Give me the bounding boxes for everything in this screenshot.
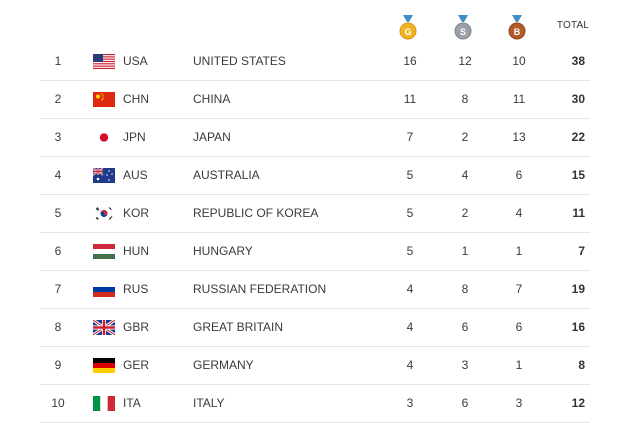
bronze-count: 13 — [512, 130, 526, 144]
rank-cell: 4 — [54, 168, 62, 182]
uk-flag-icon — [92, 318, 116, 337]
rank-cell: 3 — [54, 130, 62, 144]
total-count: 22 — [571, 130, 585, 144]
silver-count: 3 — [461, 358, 469, 372]
rank-cell: 2 — [54, 92, 62, 106]
gold-letter: G — [404, 27, 411, 37]
bronze-medal-icon: B — [506, 15, 528, 41]
silver-letter: S — [460, 27, 466, 37]
country-name: ITALY — [193, 396, 225, 410]
silver-medal-icon: S — [452, 15, 474, 41]
country-name: UNITED STATES — [193, 54, 286, 68]
silver-count: 2 — [461, 130, 469, 144]
table-row: 4 AUS AUSTRALIA 5 4 6 15 — [40, 156, 590, 195]
gold-count: 5 — [406, 168, 414, 182]
table-row: 8 GBR GREAT BRITAIN 4 6 6 16 — [40, 308, 590, 347]
rank-cell: 5 — [54, 206, 62, 220]
gold-count: 5 — [406, 244, 414, 258]
rank-cell: 8 — [54, 320, 62, 334]
russia-flag-icon — [93, 282, 115, 297]
gold-count: 3 — [406, 396, 414, 410]
gold-count: 4 — [406, 358, 414, 372]
total-count: 38 — [571, 54, 585, 68]
australia-flag-icon — [92, 167, 115, 183]
table-row: 9 GER GERMANY 4 3 1 8 — [40, 346, 590, 385]
country-name: AUSTRALIA — [193, 168, 260, 182]
table-row: 7 RUS RUSSIAN FEDERATION 4 8 7 19 — [40, 270, 590, 309]
country-name: GERMANY — [193, 358, 254, 372]
total-count: 15 — [571, 168, 585, 182]
country-code: ITA — [123, 396, 141, 410]
rank-cell: 7 — [54, 282, 62, 296]
bronze-count: 4 — [515, 206, 523, 220]
total-count: 11 — [572, 206, 585, 220]
total-count: 8 — [578, 358, 585, 372]
korea-flag-icon — [93, 206, 115, 221]
country-name: RUSSIAN FEDERATION — [193, 282, 327, 296]
table-row: 1 USA UNITED STATES 16 12 10 38 — [40, 42, 590, 81]
table-row: 10 ITA ITALY 3 6 3 12 — [40, 384, 590, 423]
gold-count: 4 — [406, 282, 414, 296]
bronze-count: 1 — [515, 358, 523, 372]
country-name: REPUBLIC OF KOREA — [193, 206, 319, 220]
country-code: USA — [123, 54, 148, 68]
country-code: AUS — [123, 168, 148, 182]
silver-count: 2 — [461, 206, 469, 220]
bronze-count: 6 — [515, 320, 523, 334]
silver-count: 1 — [461, 244, 469, 258]
table-row: 3 JPN JAPAN 7 2 13 22 — [40, 118, 590, 157]
silver-count: 12 — [458, 54, 472, 68]
gold-count: 4 — [406, 320, 414, 334]
gold-count: 5 — [406, 206, 414, 220]
gold-medal-icon: G — [397, 15, 419, 41]
bronze-count: 6 — [515, 168, 523, 182]
rank-cell: 9 — [54, 358, 62, 372]
silver-count: 6 — [461, 320, 469, 334]
gold-count: 16 — [403, 54, 417, 68]
rank-cell: 10 — [51, 396, 65, 410]
silver-count: 6 — [461, 396, 469, 410]
table-row: 6 HUN HUNGARY 5 1 1 7 — [40, 232, 590, 271]
country-name: HUNGARY — [193, 244, 253, 258]
total-header: TOTAL — [556, 20, 590, 31]
country-code: RUS — [123, 282, 149, 296]
bronze-count: 10 — [512, 54, 526, 68]
table-row: 5 KOR REPUBLIC OF KOREA 5 2 4 11 — [40, 194, 590, 233]
total-count: 30 — [571, 92, 585, 106]
bronze-count: 7 — [515, 282, 523, 296]
country-name: JAPAN — [193, 130, 231, 144]
japan-flag-icon — [93, 130, 115, 145]
country-code: HUN — [123, 244, 149, 258]
country-code: CHN — [123, 92, 149, 106]
silver-count: 8 — [461, 282, 469, 296]
country-code: GER — [123, 358, 150, 372]
country-code: KOR — [123, 206, 150, 220]
country-name: GREAT BRITAIN — [193, 320, 284, 334]
gold-count: 11 — [403, 92, 417, 106]
country-name: CHINA — [193, 92, 231, 106]
table-header: G S B TOTAL — [0, 0, 638, 42]
bronze-count: 1 — [515, 244, 523, 258]
country-code: GBR — [123, 320, 150, 334]
silver-count: 8 — [461, 92, 469, 106]
gold-count: 7 — [406, 130, 414, 144]
silver-count: 4 — [461, 168, 469, 182]
total-count: 12 — [571, 396, 585, 410]
rank-cell: 1 — [54, 54, 62, 68]
hungary-flag-icon — [93, 244, 115, 259]
italy-flag-icon — [93, 396, 115, 411]
rank-cell: 6 — [54, 244, 62, 258]
total-count: 16 — [571, 320, 585, 334]
total-count: 19 — [571, 282, 585, 296]
bronze-count: 3 — [515, 396, 523, 410]
total-count: 7 — [578, 244, 585, 258]
china-flag-icon — [93, 92, 115, 107]
bronze-count: 11 — [512, 92, 526, 106]
bronze-letter: B — [514, 27, 521, 37]
country-code: JPN — [123, 130, 146, 144]
germany-flag-icon — [93, 358, 115, 373]
usa-flag-icon — [93, 54, 115, 69]
table-row: 2 CHN CHINA 11 8 11 30 — [40, 80, 590, 119]
